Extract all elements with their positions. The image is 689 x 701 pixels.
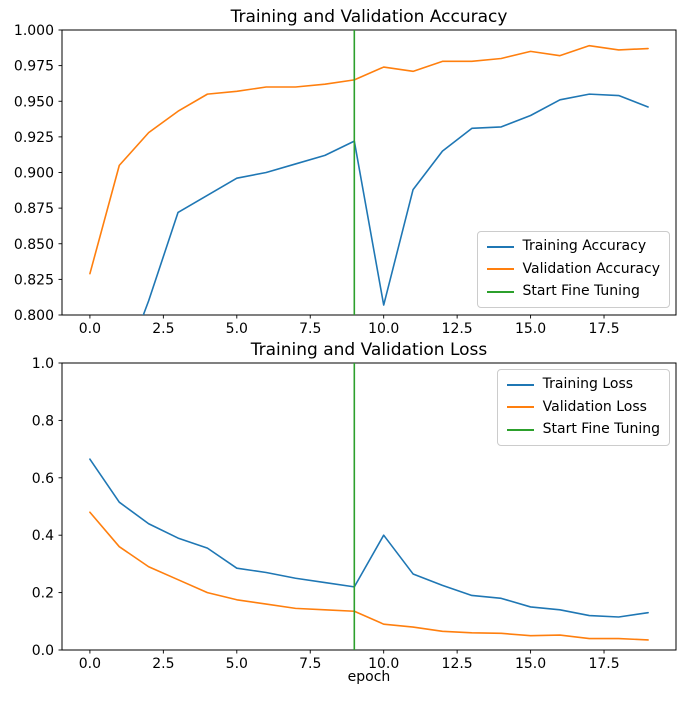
x-tick-label: 17.5 [588,321,619,337]
legend-line-swatch [506,383,534,386]
legend-entry: Validation Accuracy [486,260,661,279]
x-tick-label: 0.0 [79,656,101,672]
y-tick-label: 1.0 [32,356,54,372]
x-tick-label: 5.0 [226,321,248,337]
x-tick-label: 15.0 [515,321,546,337]
legend-line-swatch [486,245,514,248]
y-tick-label: 0.975 [14,59,54,75]
legend-label: Validation Loss [542,398,647,415]
y-tick-label: 0.950 [14,94,54,110]
x-tick-label: 7.5 [299,656,321,672]
y-tick-label: 0.6 [32,471,54,487]
x-tick-label: 17.5 [588,656,619,672]
validation-loss-line [89,511,649,641]
legend-entry: Training Accuracy [486,238,661,256]
legend-line-swatch [506,428,534,431]
y-tick-label: 0.875 [14,201,54,217]
training-loss-line [89,458,649,618]
x-axis-label: epoch [347,669,391,685]
x-tick-label: 15.0 [515,656,546,672]
legend-label: Start Fine Tuning [522,283,640,299]
training-accuracy-line [142,93,649,315]
legend-entry: Validation Loss [506,398,660,417]
x-tick-label: 2.5 [152,321,174,337]
y-tick-label: 0.2 [32,586,54,602]
y-tick-label: 0.0 [32,643,54,659]
y-tick-label: 0.8 [32,413,54,429]
legend-label: Start Fine Tuning [542,421,660,437]
legend-label: Training Accuracy [522,238,647,254]
axes-frame [61,362,677,651]
y-tick-label: 0.4 [32,528,54,544]
legend-label: Training Loss [542,376,634,392]
legend-label: Validation Accuracy [522,260,661,277]
legend-entry: Training Loss [506,376,660,394]
y-tick-label: 0.925 [14,130,54,146]
legend-line-swatch [506,406,534,409]
accuracy-chart-title: Training and Validation Accuracy [230,7,508,27]
legend-line-swatch [486,268,514,271]
x-tick-label: 10.0 [368,321,399,337]
x-tick-label: 7.5 [299,321,321,337]
x-tick-label: 10.0 [368,656,399,672]
y-tick-label: 0.850 [14,237,54,253]
x-tick-label: 12.5 [442,656,473,672]
legend-line-swatch [486,290,514,293]
x-tick-label: 2.5 [152,656,174,672]
x-tick-label: 12.5 [442,321,473,337]
legend-entry: Start Fine Tuning [506,421,660,439]
y-tick-label: 0.825 [14,272,54,288]
validation-accuracy-line [89,44,649,275]
y-tick-label: 1.000 [14,23,54,39]
loss-legend: Training Loss Validation Loss Start Fine T… [496,369,670,446]
x-tick-label: 0.0 [79,321,101,337]
loss-chart-title: Training and Validation Loss [250,340,488,360]
legend-entry: Start Fine Tuning [486,283,661,301]
accuracy-legend: Training Accuracy Validation Accuracy Star… [476,231,670,308]
y-tick-label: 0.800 [14,308,54,324]
x-tick-label: 5.0 [226,656,248,672]
y-tick-label: 0.900 [14,166,54,182]
